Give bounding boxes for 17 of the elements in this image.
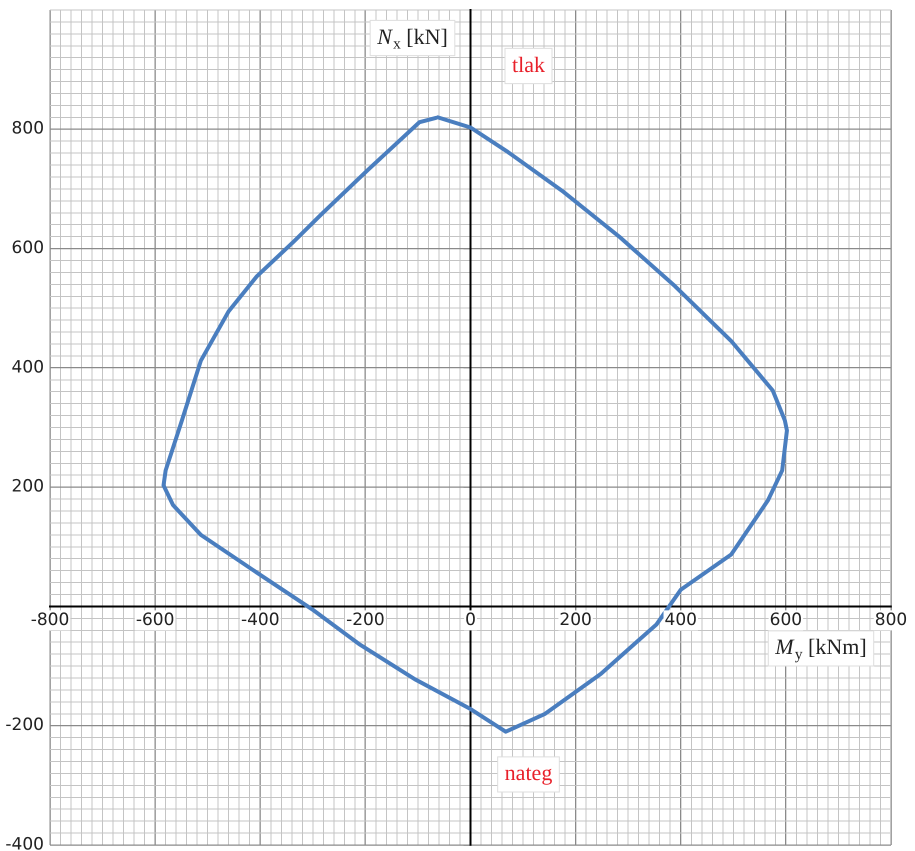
y-tick-label: 400 <box>12 357 44 378</box>
x-tick-label: -800 <box>30 610 70 630</box>
x-tick-label: 800 <box>874 610 908 630</box>
y-tick-label: 800 <box>12 118 44 139</box>
annotation: tlak <box>512 52 546 77</box>
x-tick-label: -600 <box>136 610 174 630</box>
y-tick-label: 600 <box>12 238 44 258</box>
annotation: nateg <box>504 760 552 786</box>
x-tick-label: 400 <box>664 610 697 630</box>
y-tick-label: -400 <box>5 834 44 851</box>
y-tick-label: 200 <box>12 476 44 497</box>
x-tick-label: -200 <box>346 610 385 630</box>
x-tick-label: 600 <box>770 610 802 630</box>
x-tick-label: 0 <box>465 610 476 630</box>
y-tick-label: -200 <box>5 715 44 736</box>
x-tick-label: 200 <box>559 610 592 630</box>
x-tick-label: -400 <box>240 610 280 630</box>
